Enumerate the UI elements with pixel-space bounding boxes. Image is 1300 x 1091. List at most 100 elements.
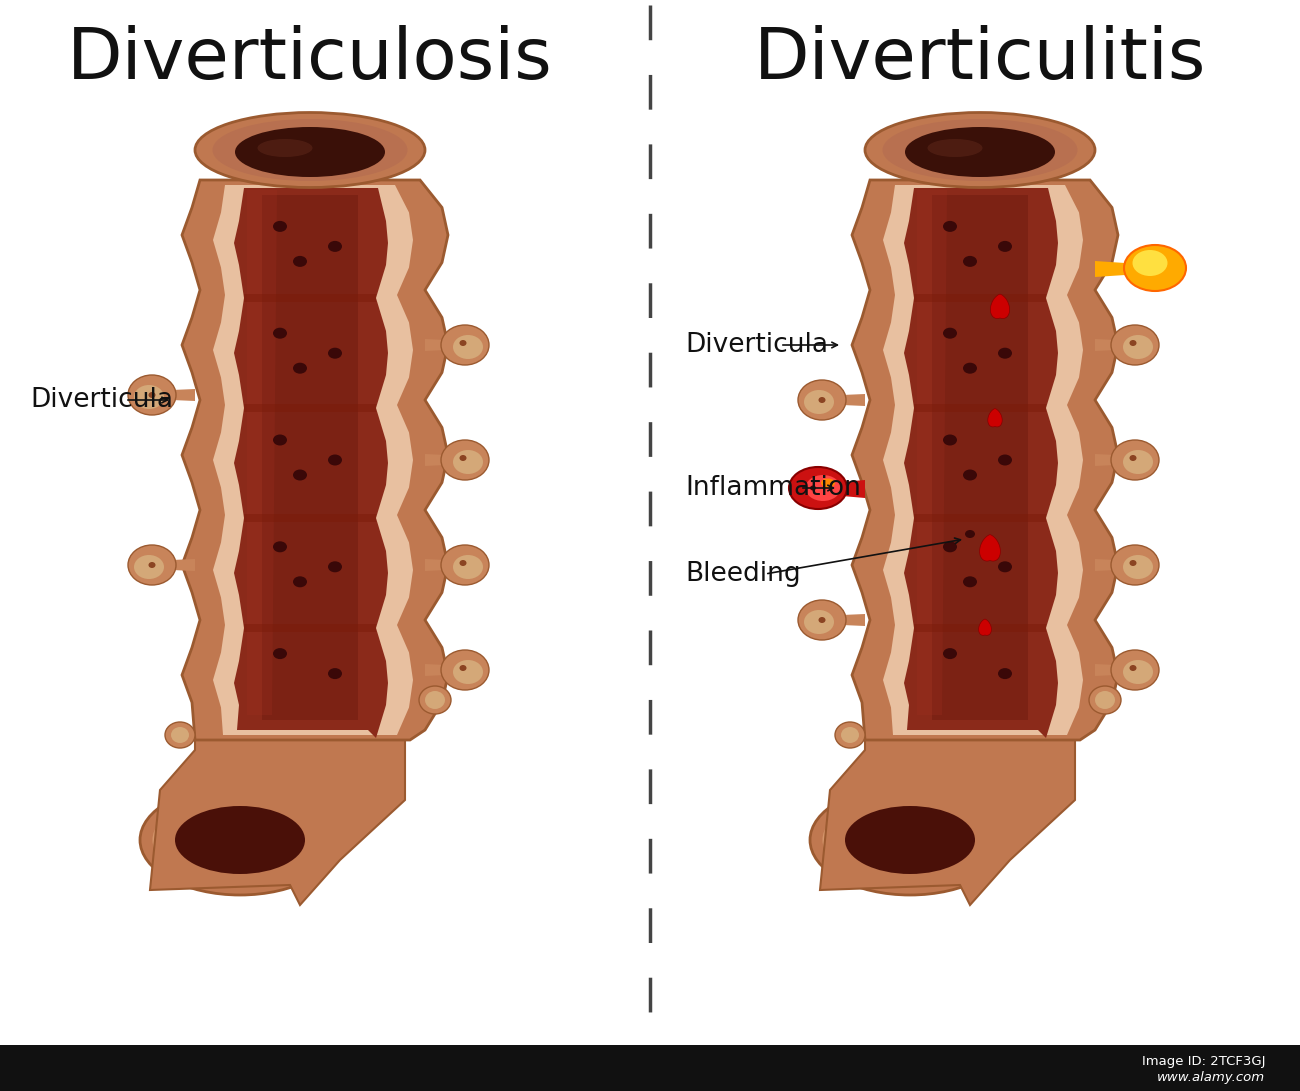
Polygon shape — [182, 180, 448, 740]
Ellipse shape — [819, 397, 826, 403]
Ellipse shape — [927, 139, 983, 157]
Ellipse shape — [823, 794, 997, 886]
Ellipse shape — [127, 546, 176, 585]
Polygon shape — [1095, 559, 1115, 571]
Ellipse shape — [134, 385, 164, 409]
Text: www.alamy.com: www.alamy.com — [1157, 1070, 1265, 1083]
Ellipse shape — [1112, 440, 1160, 480]
Ellipse shape — [235, 127, 385, 177]
Ellipse shape — [1089, 686, 1121, 714]
Ellipse shape — [1130, 340, 1136, 346]
Ellipse shape — [963, 469, 978, 480]
Ellipse shape — [292, 576, 307, 587]
Ellipse shape — [798, 380, 846, 420]
Polygon shape — [916, 190, 946, 715]
Polygon shape — [842, 480, 864, 497]
Ellipse shape — [441, 325, 489, 365]
Ellipse shape — [459, 455, 467, 461]
Text: Bleeding: Bleeding — [685, 561, 801, 587]
Polygon shape — [425, 664, 445, 676]
Ellipse shape — [810, 786, 1010, 895]
Ellipse shape — [822, 479, 835, 488]
Polygon shape — [244, 404, 376, 412]
Text: Diverticula: Diverticula — [685, 332, 828, 358]
Polygon shape — [1095, 664, 1115, 676]
Polygon shape — [1095, 261, 1124, 277]
Polygon shape — [914, 293, 1046, 302]
Ellipse shape — [998, 561, 1011, 573]
Ellipse shape — [328, 668, 342, 679]
Ellipse shape — [942, 648, 957, 659]
Polygon shape — [980, 535, 1001, 561]
Ellipse shape — [134, 555, 164, 579]
Ellipse shape — [998, 668, 1011, 679]
Polygon shape — [172, 559, 195, 571]
Ellipse shape — [273, 327, 287, 338]
Ellipse shape — [148, 392, 156, 398]
Polygon shape — [1095, 339, 1115, 351]
Polygon shape — [991, 295, 1010, 319]
Ellipse shape — [905, 127, 1056, 177]
Ellipse shape — [441, 650, 489, 690]
Text: Diverticulitis: Diverticulitis — [754, 25, 1206, 95]
Polygon shape — [244, 293, 376, 302]
Ellipse shape — [1095, 691, 1115, 709]
Ellipse shape — [998, 241, 1011, 252]
Polygon shape — [914, 624, 1046, 632]
Polygon shape — [932, 195, 1028, 720]
Ellipse shape — [845, 806, 975, 874]
Ellipse shape — [292, 256, 307, 267]
Ellipse shape — [165, 722, 195, 748]
Polygon shape — [150, 730, 406, 906]
Ellipse shape — [452, 660, 484, 684]
Polygon shape — [0, 1045, 1300, 1091]
Ellipse shape — [1123, 335, 1153, 359]
Ellipse shape — [803, 389, 835, 413]
Ellipse shape — [942, 541, 957, 552]
Polygon shape — [842, 614, 864, 626]
Polygon shape — [263, 195, 358, 720]
Polygon shape — [244, 514, 376, 521]
Ellipse shape — [965, 530, 975, 538]
Ellipse shape — [212, 119, 407, 181]
Ellipse shape — [963, 576, 978, 587]
Ellipse shape — [789, 467, 848, 509]
Ellipse shape — [425, 691, 445, 709]
Ellipse shape — [452, 449, 484, 473]
Ellipse shape — [328, 561, 342, 573]
Ellipse shape — [883, 119, 1078, 181]
Ellipse shape — [419, 686, 451, 714]
Ellipse shape — [1112, 325, 1160, 365]
Text: Image ID: 2TCF3GJ: Image ID: 2TCF3GJ — [1141, 1055, 1265, 1068]
Ellipse shape — [292, 469, 307, 480]
Polygon shape — [425, 339, 445, 351]
Ellipse shape — [1132, 250, 1167, 276]
Ellipse shape — [835, 722, 864, 748]
Ellipse shape — [806, 475, 841, 501]
Polygon shape — [842, 394, 864, 406]
Text: Inflammation: Inflammation — [685, 475, 861, 501]
Ellipse shape — [819, 618, 826, 623]
Ellipse shape — [942, 220, 957, 232]
Ellipse shape — [1124, 245, 1186, 291]
Ellipse shape — [1123, 660, 1153, 684]
Ellipse shape — [810, 485, 816, 491]
Polygon shape — [883, 185, 1083, 735]
Ellipse shape — [963, 256, 978, 267]
Ellipse shape — [1123, 555, 1153, 579]
Ellipse shape — [273, 434, 287, 445]
Polygon shape — [1095, 454, 1115, 466]
Text: Diverticulosis: Diverticulosis — [68, 25, 552, 95]
Ellipse shape — [1123, 449, 1153, 473]
Ellipse shape — [998, 455, 1011, 466]
Ellipse shape — [459, 666, 467, 671]
Ellipse shape — [176, 806, 306, 874]
Ellipse shape — [1112, 650, 1160, 690]
Ellipse shape — [942, 327, 957, 338]
Polygon shape — [903, 188, 1058, 738]
Ellipse shape — [172, 727, 188, 743]
Ellipse shape — [1130, 560, 1136, 566]
Ellipse shape — [328, 455, 342, 466]
Polygon shape — [914, 404, 1046, 412]
Ellipse shape — [328, 348, 342, 359]
